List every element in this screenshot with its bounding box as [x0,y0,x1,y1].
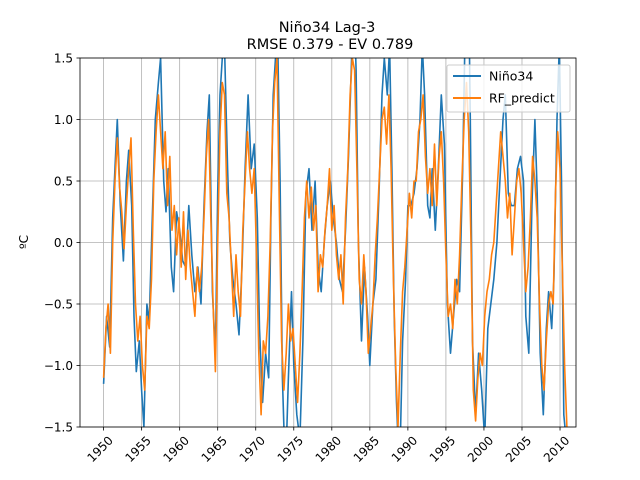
x-tick-label: 1975 [275,433,306,464]
x-tick-label: 1995 [427,433,458,464]
series-layer [102,58,568,427]
y-axis-label: ºC [17,235,31,249]
x-tick-label: 1980 [313,433,344,464]
chart-subtitle: RMSE 0.379 - EV 0.789 [247,37,414,53]
grid-lines [80,57,576,428]
x-tick-label: 1965 [199,433,230,464]
y-tick-label: 0.5 [54,174,73,188]
x-tick-label: 1990 [389,433,420,464]
legend-label-rf-predict: RF_predict [489,91,555,106]
x-tick-label: 1955 [122,433,153,464]
x-tick-label: 1985 [351,433,382,464]
x-tick-label: 1950 [84,433,115,464]
y-tick-label: 0.0 [54,236,73,250]
series-line-rf-predict [102,58,568,427]
y-tick-label: −0.5 [44,297,73,311]
x-tick-label: 2005 [503,433,534,464]
x-tick-label: 1970 [237,433,268,464]
y-tick-label: −1.5 [44,420,73,434]
y-tick-label: 1.5 [54,51,73,65]
x-tick-label: 1960 [160,433,191,464]
x-tick-label: 2000 [465,433,496,464]
x-tick-label: 2010 [541,433,572,464]
legend-label-nino34: Niño34 [489,69,533,84]
chart-title: Niño34 Lag-3 [279,20,376,36]
legend: Niño34 RF_predict [446,64,571,113]
y-tick-label: −1.0 [44,359,73,373]
y-tick-label: 1.0 [54,113,73,127]
